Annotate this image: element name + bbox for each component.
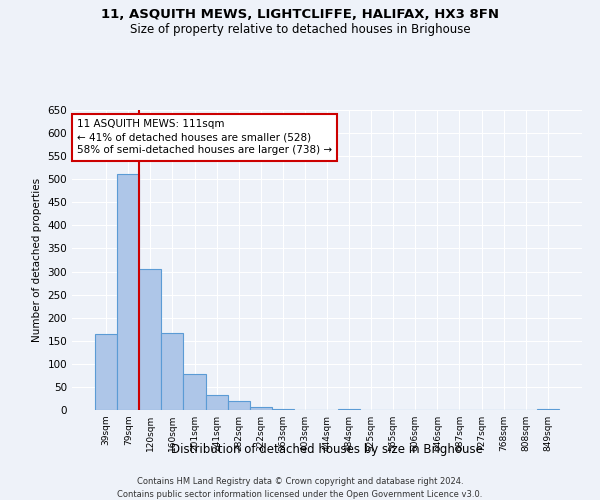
Bar (184, 374, 206, 410)
Bar (338, 409, 360, 410)
Bar (161, 333, 184, 410)
Y-axis label: Number of detached properties: Number of detached properties (32, 178, 42, 342)
Text: Distribution of detached houses by size in Brighouse: Distribution of detached houses by size … (171, 442, 483, 456)
Text: 11, ASQUITH MEWS, LIGHTCLIFFE, HALIFAX, HX3 8FN: 11, ASQUITH MEWS, LIGHTCLIFFE, HALIFAX, … (101, 8, 499, 20)
Bar (272, 408, 294, 410)
Text: Contains HM Land Registry data © Crown copyright and database right 2024.: Contains HM Land Registry data © Crown c… (137, 478, 463, 486)
Bar (250, 407, 272, 410)
Bar (537, 408, 559, 410)
Bar (206, 395, 227, 410)
Text: Size of property relative to detached houses in Brighouse: Size of property relative to detached ho… (130, 22, 470, 36)
Text: 11 ASQUITH MEWS: 111sqm
← 41% of detached houses are smaller (528)
58% of semi-d: 11 ASQUITH MEWS: 111sqm ← 41% of detache… (77, 119, 332, 156)
Bar (139, 269, 161, 410)
Bar (95, 334, 117, 410)
Bar (227, 401, 250, 410)
Bar (117, 174, 139, 410)
Text: Contains public sector information licensed under the Open Government Licence v3: Contains public sector information licen… (118, 490, 482, 499)
